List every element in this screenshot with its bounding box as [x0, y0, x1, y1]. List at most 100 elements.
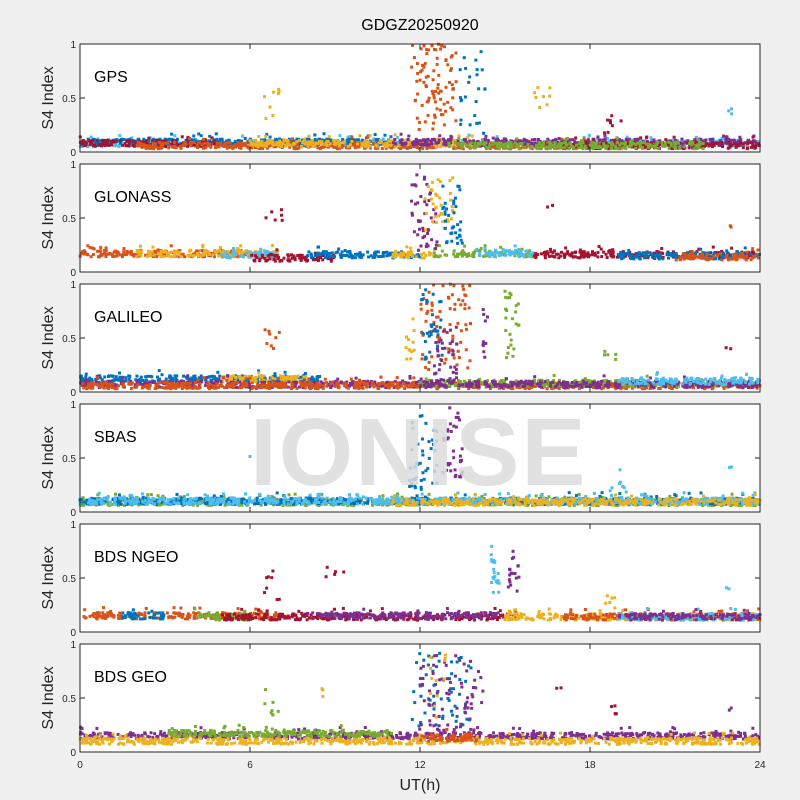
data-point [118, 371, 122, 375]
data-point [422, 44, 426, 48]
data-point [359, 139, 363, 143]
data-point [390, 146, 394, 150]
data-point [642, 256, 646, 260]
data-point [566, 140, 570, 144]
data-point [190, 379, 194, 383]
data-point [483, 244, 487, 248]
data-point [450, 54, 454, 58]
data-point [548, 145, 552, 149]
data-point [749, 252, 753, 256]
plot-area [80, 44, 760, 152]
data-point [240, 134, 244, 138]
data-point [582, 137, 586, 141]
data-point [218, 137, 222, 141]
data-point [123, 141, 127, 145]
data-point [258, 143, 262, 147]
data-point [130, 136, 134, 140]
data-point [197, 132, 201, 136]
data-point [604, 145, 608, 149]
data-point [430, 238, 434, 242]
data-point [580, 139, 584, 143]
data-point [524, 252, 528, 256]
data-point [735, 139, 739, 143]
panel-label: GPS [94, 69, 128, 86]
data-point [750, 145, 754, 149]
data-point [222, 255, 226, 259]
data-point [559, 250, 563, 254]
data-point [84, 380, 88, 384]
data-point [247, 250, 251, 254]
data-point [701, 147, 705, 151]
data-point [435, 194, 439, 198]
data-point [454, 205, 458, 209]
data-point [605, 136, 609, 140]
data-point [467, 254, 471, 258]
data-point [417, 219, 421, 223]
data-point [264, 144, 268, 148]
data-point [609, 143, 613, 147]
data-point [609, 139, 613, 143]
data-point [638, 256, 642, 260]
data-point [591, 143, 595, 147]
data-point [119, 141, 123, 145]
data-point [276, 250, 280, 254]
data-point [702, 251, 706, 255]
data-point [454, 146, 458, 150]
data-point [636, 138, 640, 142]
data-point [634, 146, 638, 150]
data-point [669, 141, 673, 145]
data-point [439, 47, 443, 51]
data-point [567, 147, 571, 151]
data-point [429, 197, 433, 201]
data-point [735, 250, 739, 254]
data-point [389, 252, 393, 256]
data-point [383, 142, 387, 146]
data-point [459, 118, 463, 122]
data-point [263, 256, 267, 260]
data-point [741, 142, 745, 146]
data-point [620, 142, 624, 146]
data-point [627, 145, 631, 149]
data-point [192, 375, 196, 379]
data-point [360, 144, 364, 148]
data-point [230, 252, 234, 256]
data-point [307, 134, 311, 138]
data-point [456, 255, 460, 259]
data-point [694, 251, 698, 255]
data-point [749, 258, 753, 262]
data-point [603, 144, 607, 148]
data-point [271, 379, 275, 383]
data-point [449, 232, 453, 236]
data-point [630, 386, 634, 390]
data-point [280, 138, 284, 142]
data-point [295, 140, 299, 144]
data-point [88, 376, 92, 380]
data-point [444, 85, 448, 89]
data-point [407, 134, 411, 138]
data-point [408, 374, 412, 378]
data-point [373, 133, 377, 137]
data-point [142, 142, 146, 146]
data-point [685, 141, 689, 145]
data-point [325, 251, 329, 255]
data-point [424, 245, 428, 249]
data-point [632, 257, 636, 261]
data-point [158, 385, 162, 389]
data-point [691, 146, 695, 150]
data-point [639, 136, 643, 140]
data-point [608, 142, 612, 146]
data-point [474, 100, 478, 104]
data-point [179, 146, 183, 150]
data-point [84, 377, 88, 381]
data-point [177, 143, 181, 147]
data-point [408, 376, 412, 380]
data-point [566, 250, 570, 254]
data-point [590, 250, 594, 254]
data-point [420, 103, 424, 107]
data-point [440, 249, 444, 253]
data-point [83, 383, 87, 387]
data-point [434, 141, 438, 145]
data-point [377, 141, 381, 145]
data-point [122, 247, 126, 251]
data-point [124, 376, 128, 380]
